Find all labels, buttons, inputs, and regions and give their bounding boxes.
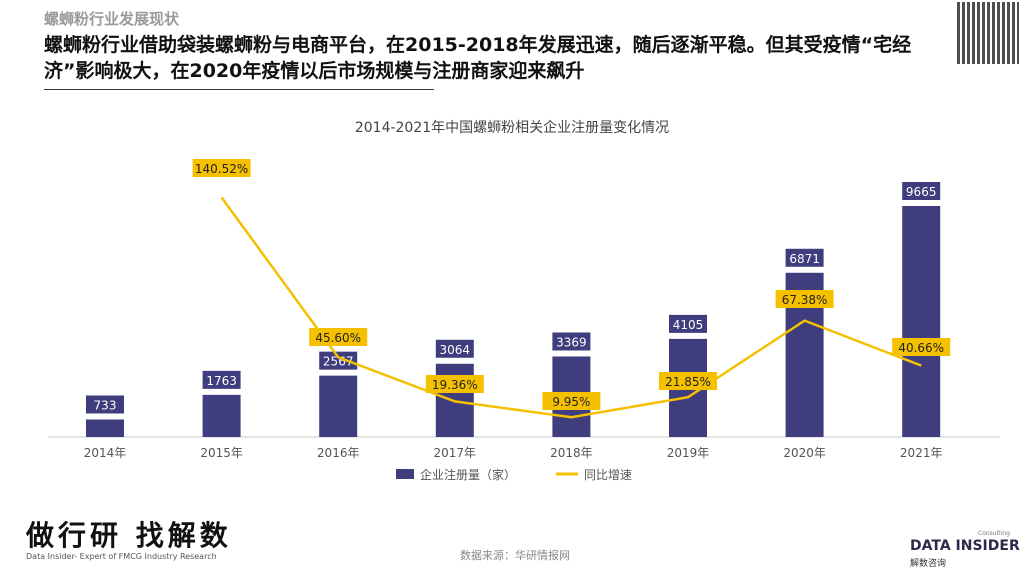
x-tick-label: 2018年: [550, 446, 593, 460]
x-tick-label: 2014年: [84, 446, 127, 460]
bar-label: 2567: [323, 355, 354, 369]
data-insider-logo: DATA INSIDER: [910, 538, 1020, 554]
line-label: 67.38%: [782, 293, 828, 307]
bar-label-box: [902, 182, 941, 201]
growth-line: [220, 196, 922, 419]
legend-bar-label: 企业注册量（家）: [420, 467, 516, 482]
x-tick-label: 2019年: [667, 446, 710, 460]
headline: 螺蛳粉行业借助袋装螺蛳粉与电商平台，在2015-2018年发展迅速，随后逐渐平稳…: [44, 34, 912, 82]
line-label-box: [775, 290, 834, 308]
bar-label: 6871: [789, 252, 820, 266]
line-label: 140.52%: [195, 162, 248, 176]
bar: [319, 375, 358, 437]
line-label-box: [192, 159, 251, 177]
bar-label: 733: [94, 398, 117, 412]
line-label-box: [309, 328, 368, 346]
section-kicker: 螺蛳粉行业发展现状: [44, 10, 180, 28]
bar-label: 1763: [206, 374, 237, 388]
bar-label: 9665: [906, 185, 937, 199]
line-label: 21.85%: [665, 375, 711, 389]
line-label: 9.95%: [552, 395, 590, 409]
bar-label-box: [785, 248, 824, 267]
data-source: 数据来源：华研情报网: [460, 549, 570, 562]
line-label: 45.60%: [315, 331, 361, 345]
x-tick-label: 2021年: [900, 446, 943, 460]
bar-label-box: [86, 395, 124, 414]
bar-label: 3064: [440, 343, 471, 357]
brand-subtitle: Data Insider- Expert of FMCG Industry Re…: [26, 552, 217, 561]
bar-label-box: [319, 351, 358, 370]
logo-consulting: Consulting: [978, 530, 1010, 537]
bar: [202, 394, 241, 437]
line-label: 19.36%: [432, 378, 478, 392]
x-tick-label: 2015年: [200, 446, 243, 460]
line-label-box: [542, 392, 601, 410]
line-label-box: [425, 375, 484, 393]
x-tick-label: 2017年: [434, 446, 477, 460]
qr-code: [957, 2, 1019, 64]
bar-label-box: [669, 314, 707, 333]
bar-label: 3369: [556, 335, 587, 349]
logo-cn: 解数咨询: [910, 559, 947, 569]
line-label: 40.66%: [898, 341, 944, 355]
bar-label-box: [202, 370, 241, 389]
chart-title: 2014-2021年中国螺蛳粉相关企业注册量变化情况: [355, 119, 669, 136]
divider: [44, 89, 434, 90]
x-tick-label: 2016年: [317, 446, 360, 460]
brand-slogan: 做行研 找解数: [26, 519, 232, 552]
bar: [86, 419, 124, 437]
x-tick-label: 2020年: [783, 446, 826, 460]
legend-bar-swatch: [396, 469, 414, 479]
bar-label-box: [435, 339, 474, 358]
line-label-box: [659, 372, 717, 390]
legend-line-label: 同比增速: [584, 468, 632, 482]
bar-label: 4105: [673, 318, 704, 332]
line-label-box: [892, 338, 951, 356]
bar-label-box: [552, 332, 591, 351]
bar: [902, 206, 941, 437]
